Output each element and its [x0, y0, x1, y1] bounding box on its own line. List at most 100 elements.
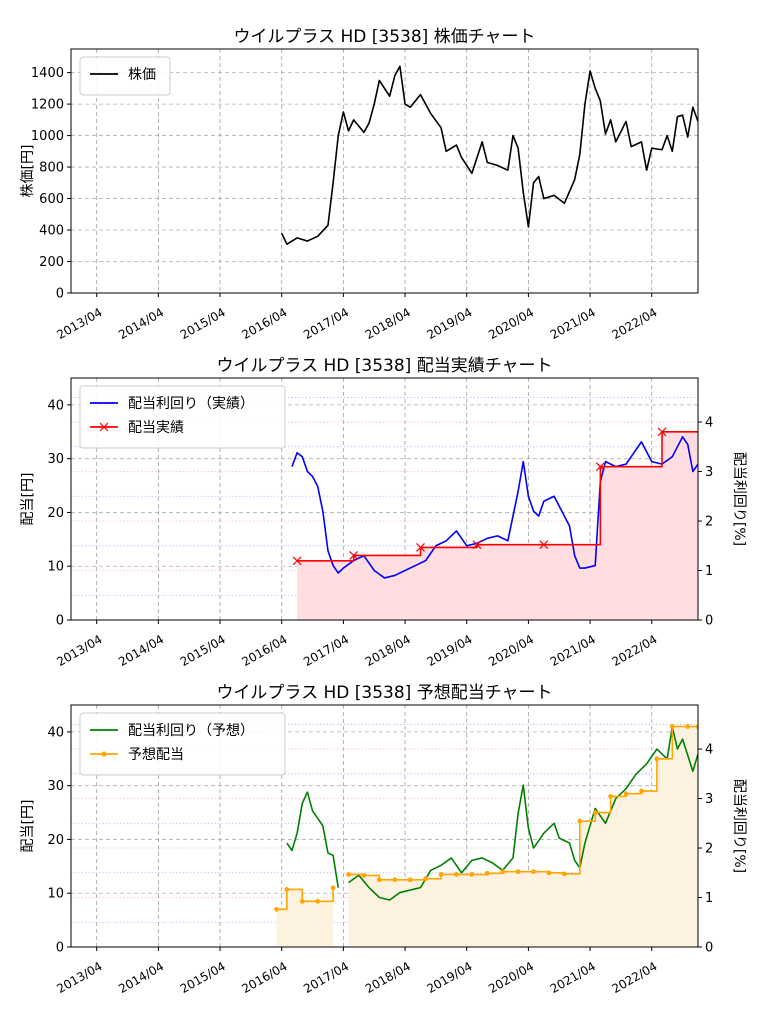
plot-area	[274, 724, 698, 947]
y-axis-label: 株価[円]	[20, 145, 36, 198]
y-tick-label: 200	[39, 255, 64, 270]
x-tick-label: 2022/04	[609, 305, 659, 342]
data-point	[274, 906, 279, 912]
y2-tick-label: 2	[705, 515, 713, 530]
x-tick-label: 2019/04	[424, 305, 474, 342]
legend-label: 配当利回り（予想）	[128, 723, 254, 739]
data-point	[416, 542, 425, 552]
data-point	[423, 876, 429, 882]
series-fill	[276, 887, 334, 947]
legend-label: 予想配当	[128, 747, 184, 763]
x-tick-label: 2018/04	[363, 632, 413, 669]
x-tick-label: 2014/04	[116, 305, 166, 342]
x-tick-label: 2017/04	[301, 632, 351, 669]
x-tick-label: 2022/04	[609, 632, 659, 669]
data-point	[330, 885, 336, 891]
y-tick-label: 1400	[31, 66, 64, 81]
data-point	[595, 462, 605, 472]
legend: 株価	[79, 56, 171, 96]
legend-frame	[79, 56, 171, 96]
data-point	[292, 556, 302, 566]
x-tick-label: 2015/04	[178, 305, 228, 342]
legend: 配当利回り（予想） 予想配当	[79, 712, 286, 776]
y2-tick-label: 1	[705, 891, 713, 906]
data-point	[654, 756, 660, 762]
plot-frame	[70, 704, 699, 948]
data-point	[695, 724, 698, 729]
legend-label: 配当利回り（実績）	[128, 396, 254, 412]
x-tick-label: 2016/04	[239, 959, 289, 996]
x-tick-label: 2020/04	[486, 632, 536, 669]
chart-title: ウイルプラス HD [3538] 配当実績チャート	[216, 356, 552, 376]
data-point	[315, 898, 321, 904]
series-line	[280, 65, 698, 245]
plot-area	[280, 65, 698, 245]
y-tick-label: 10	[47, 560, 64, 575]
chart-panel-3: 0 10 20 30 40 0 1 2 3 4 2013/04 2014/04 2015/04 2016/…	[20, 683, 747, 996]
y-tick-label: 600	[39, 192, 64, 207]
x-tick-label: 2017/04	[301, 305, 351, 342]
data-point	[546, 870, 552, 876]
chart-title: ウイルプラス HD [3538] 株価チャート	[233, 27, 535, 47]
y2-tick-label: 1	[705, 564, 713, 579]
data-point	[539, 540, 549, 550]
y-axis-label: 配当[円]	[20, 473, 36, 526]
data-point	[376, 877, 382, 883]
data-point	[639, 788, 644, 794]
chart-panel-1: 0 200 400 600 800 1000 1200 1400 2013/04 2014/04 2…	[20, 27, 699, 342]
x-tick-label: 2021/04	[548, 959, 598, 996]
y2-axis-label: 配当利回り[%]	[731, 779, 747, 873]
x-tick-label: 2015/04	[178, 632, 228, 669]
x-tick-label: 2019/04	[424, 959, 474, 996]
data-point	[608, 794, 614, 799]
y-tick-label: 10	[47, 887, 64, 902]
data-point	[469, 872, 475, 877]
y-tick-label: 400	[39, 224, 64, 239]
plot-frame	[70, 377, 699, 621]
data-point	[669, 724, 675, 729]
data-point	[346, 872, 351, 877]
data-point	[561, 871, 567, 877]
y-axis-label: 配当[円]	[20, 800, 36, 853]
x-tick-label: 2013/04	[54, 305, 104, 342]
legend: 配当利回り（実績） 配当実績	[79, 385, 286, 449]
y2-tick-label: 0	[705, 941, 713, 956]
x-tick-label: 2014/04	[116, 959, 166, 996]
legend-frame	[79, 385, 286, 449]
data-point	[392, 877, 398, 883]
x-tick-label: 2021/04	[548, 632, 598, 669]
y2-axis-label: 配当利回り[%]	[731, 452, 747, 546]
y-tick-label: 0	[56, 287, 64, 302]
x-tick-label: 2016/04	[239, 632, 289, 669]
plot-area	[291, 427, 698, 620]
y-tick-label: 1000	[31, 129, 64, 144]
y-tick-label: 800	[39, 161, 64, 176]
y2-tick-label: 0	[705, 614, 713, 629]
y-tick-label: 30	[47, 452, 64, 467]
legend-frame	[79, 712, 286, 776]
data-point	[484, 870, 490, 876]
y-tick-label: 40	[47, 398, 64, 413]
y2-tick-label: 4	[705, 416, 713, 431]
y-tick-label: 40	[47, 725, 64, 740]
chart-title: ウイルプラス HD [3538] 予想配当チャート	[216, 683, 552, 703]
data-point	[361, 873, 367, 878]
x-tick-label: 2017/04	[301, 959, 351, 996]
y-tick-label: 0	[56, 614, 64, 629]
y2-tick-label: 4	[705, 743, 713, 758]
legend-marker	[101, 751, 107, 757]
chart-panel-2: 0 10 20 30 40 0 1 2 3 4 2013/04 2014/04 2015/04 2016/…	[20, 356, 747, 669]
y-tick-label: 20	[47, 833, 64, 848]
y2-tick-label: 3	[705, 465, 713, 480]
y2-tick-label: 2	[705, 842, 713, 857]
x-tick-label: 2014/04	[116, 632, 166, 669]
x-tick-label: 2018/04	[363, 305, 413, 342]
y-tick-label: 0	[56, 941, 64, 956]
data-point	[685, 724, 691, 729]
x-tick-label: 2013/04	[54, 632, 104, 669]
data-point	[407, 877, 413, 883]
legend-marker	[99, 422, 109, 432]
x-tick-label: 2019/04	[424, 632, 474, 669]
